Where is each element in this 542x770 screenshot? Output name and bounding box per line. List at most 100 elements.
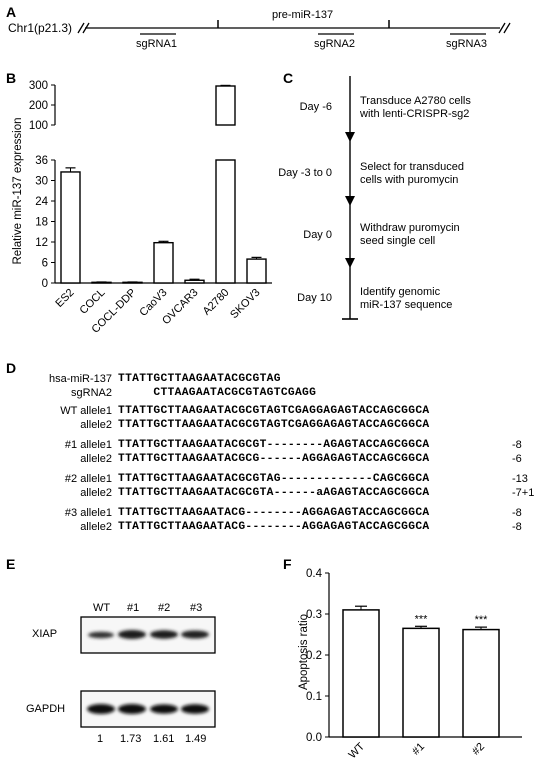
break-mark-left-2 — [82, 22, 90, 34]
quant-2: 1.61 — [153, 733, 175, 745]
panel-label-b: B — [6, 70, 17, 86]
step-1-line-2: with lenti-CRISPR-sg2 — [360, 108, 470, 120]
sgrna2-label: sgRNA2 — [314, 38, 355, 50]
step-4-line-1: Identify genomic — [360, 286, 441, 298]
lane-label-wt: WT — [93, 602, 111, 614]
row-note-c1-allele2: -6 — [512, 453, 522, 465]
bar-A2780-gap — [215, 126, 236, 159]
y-tick-label-30: 30 — [35, 176, 48, 188]
break-mark-left — [77, 22, 85, 34]
lane-label-2: #2 — [158, 602, 171, 614]
row-label-c3-allele1: #3 allele1 — [64, 507, 112, 519]
row-label-wt-allele2: allele2 — [80, 419, 112, 431]
row-note-c2-allele2: -7+1 — [512, 487, 535, 499]
y-tick-label-0: 0 — [42, 278, 48, 290]
x-tick-label-ES2: ES2 — [53, 287, 76, 310]
y-tick-label-300: 300 — [29, 80, 48, 92]
step-1-day: Day -6 — [299, 101, 332, 113]
significance-#2: *** — [475, 614, 489, 626]
row-note-c3-allele2: -8 — [512, 521, 522, 533]
gapdh-band-2 — [150, 704, 178, 714]
xiap-band-3 — [181, 630, 209, 639]
timeline-arrow — [342, 76, 358, 320]
panel-label-d: D — [6, 360, 17, 376]
bar-A2780-upper — [215, 85, 236, 126]
row-label-sgrna2: sgRNA2 — [71, 387, 112, 399]
panel-label-f: F — [283, 556, 292, 572]
break-mark-right — [498, 22, 506, 34]
gapdh-band-1 — [118, 704, 146, 714]
row-label-c2-allele2: allele2 — [80, 487, 112, 499]
row-seq-sgrna2: CTTAAGAATACGCGTAGTCGAGG — [118, 387, 317, 399]
quant-wt: 1 — [97, 733, 104, 745]
x-tick-label-#2: #2 — [470, 741, 487, 758]
row-seq-c1-allele2: TTATTGCTTAAGAATACGCG------AGGAGAGTACCAGC… — [118, 453, 430, 465]
y-tick-label-36: 36 — [35, 155, 48, 167]
row-seq-wt-allele1: TTATTGCTTAAGAATACGCGTAGTCGAGGAGAGTACCAGC… — [118, 405, 430, 417]
panel-f-svg: 0.0 0.1 0.2 0.3 0.4 WT *** #1 *** #2 — [306, 568, 522, 761]
y-tick-label-0.0: 0.0 — [306, 732, 322, 744]
row-seq-c2-allele1: TTATTGCTTAAGAATACGCGTAG-------------CAGC… — [118, 473, 430, 485]
blot-images — [80, 616, 216, 728]
row-note-c2-allele1: -13 — [512, 473, 528, 485]
row-note-c3-allele1: -8 — [512, 507, 522, 519]
sgrna1-label: sgRNA1 — [136, 38, 177, 50]
xiap-band-1 — [118, 630, 146, 639]
locus-diagram — [77, 20, 511, 35]
gapdh-band-3 — [181, 704, 209, 714]
step-3-day: Day 0 — [303, 229, 332, 241]
row-label-c1-allele1: #1 allele1 — [64, 439, 112, 451]
row-label-mir137: hsa-miR-137 — [49, 373, 112, 385]
row-label-wt-allele1: WT allele1 — [60, 405, 112, 417]
row-seq-c1-allele1: TTATTGCTTAAGAATACGCGT--------AGAGTACCAGC… — [118, 439, 430, 451]
y-tick-label-0.1: 0.1 — [306, 691, 322, 703]
blot-label-gapdh: GAPDH — [26, 703, 66, 715]
xiap-band-wt — [88, 631, 114, 639]
y-tick-label-0.2: 0.2 — [306, 650, 322, 662]
bar-#2 — [462, 628, 500, 738]
bar-A2780-lower — [215, 159, 236, 284]
y-tick-label-0.3: 0.3 — [306, 609, 322, 621]
row-label-c3-allele2: allele2 — [80, 521, 112, 533]
bar-WT — [342, 609, 380, 738]
bar-ES2 — [60, 171, 81, 284]
quant-3: 1.49 — [185, 733, 207, 745]
row-note-c1-allele1: -8 — [512, 439, 522, 451]
gapdh-band-wt — [87, 704, 115, 714]
quant-1: 1.73 — [120, 733, 142, 745]
y-tick-label-0.4: 0.4 — [306, 568, 323, 580]
panel-label-c: C — [283, 70, 294, 86]
step-2-day: Day -3 to 0 — [278, 167, 332, 179]
y-tick-label-18: 18 — [35, 217, 48, 229]
panel-label-e: E — [6, 556, 16, 572]
y-tick-label-100: 100 — [29, 120, 48, 132]
x-tick-label-#1: #1 — [410, 741, 427, 758]
x-tick-label-WT: WT — [347, 740, 368, 761]
row-seq-c3-allele1: TTATTGCTTAAGAATACG--------AGGAGAGTACCAGC… — [118, 507, 430, 519]
row-label-c1-allele2: allele2 — [80, 453, 112, 465]
row-seq-c2-allele2: TTATTGCTTAAGAATACGCGTA------aAGAGTACCAGC… — [118, 487, 430, 499]
bar-SKOV3 — [246, 258, 267, 284]
row-seq-wt-allele2: TTATTGCTTAAGAATACGCGTAGTCGAGGAGAGTACCAGC… — [118, 419, 430, 431]
y-tick-label-200: 200 — [29, 100, 48, 112]
x-tick-label-SKOV3: SKOV3 — [228, 287, 262, 321]
bar-OVCAR3 — [184, 279, 205, 284]
y-tick-label-12: 12 — [35, 237, 48, 249]
y-tick-label-6: 6 — [42, 258, 48, 270]
pre-mir-label: pre-miR-137 — [272, 9, 334, 21]
lane-label-1: #1 — [127, 602, 140, 614]
step-3-line-1: Withdraw puromycin — [360, 222, 460, 234]
row-seq-mir137: TTATTGCTTAAGAATACGCGTAG — [118, 373, 281, 385]
blot-label-xiap: XIAP — [32, 628, 58, 640]
step-2-line-1: Select for transduced — [360, 161, 464, 173]
panel-label-a: A — [6, 4, 17, 20]
lane-label-3: #3 — [190, 602, 203, 614]
step-4-line-2: miR-137 sequence — [360, 299, 453, 311]
step-2-line-2: cells with puromycin — [360, 174, 459, 186]
chromosome-label: Chr1(p21.3) — [8, 21, 73, 35]
xiap-band-2 — [150, 630, 178, 639]
sgrna3-label: sgRNA3 — [446, 38, 487, 50]
x-tick-label-COCL: COCL — [78, 287, 108, 317]
row-seq-c3-allele2: TTATTGCTTAAGAATACG--------AGGAGAGTACCAGC… — [118, 521, 430, 533]
